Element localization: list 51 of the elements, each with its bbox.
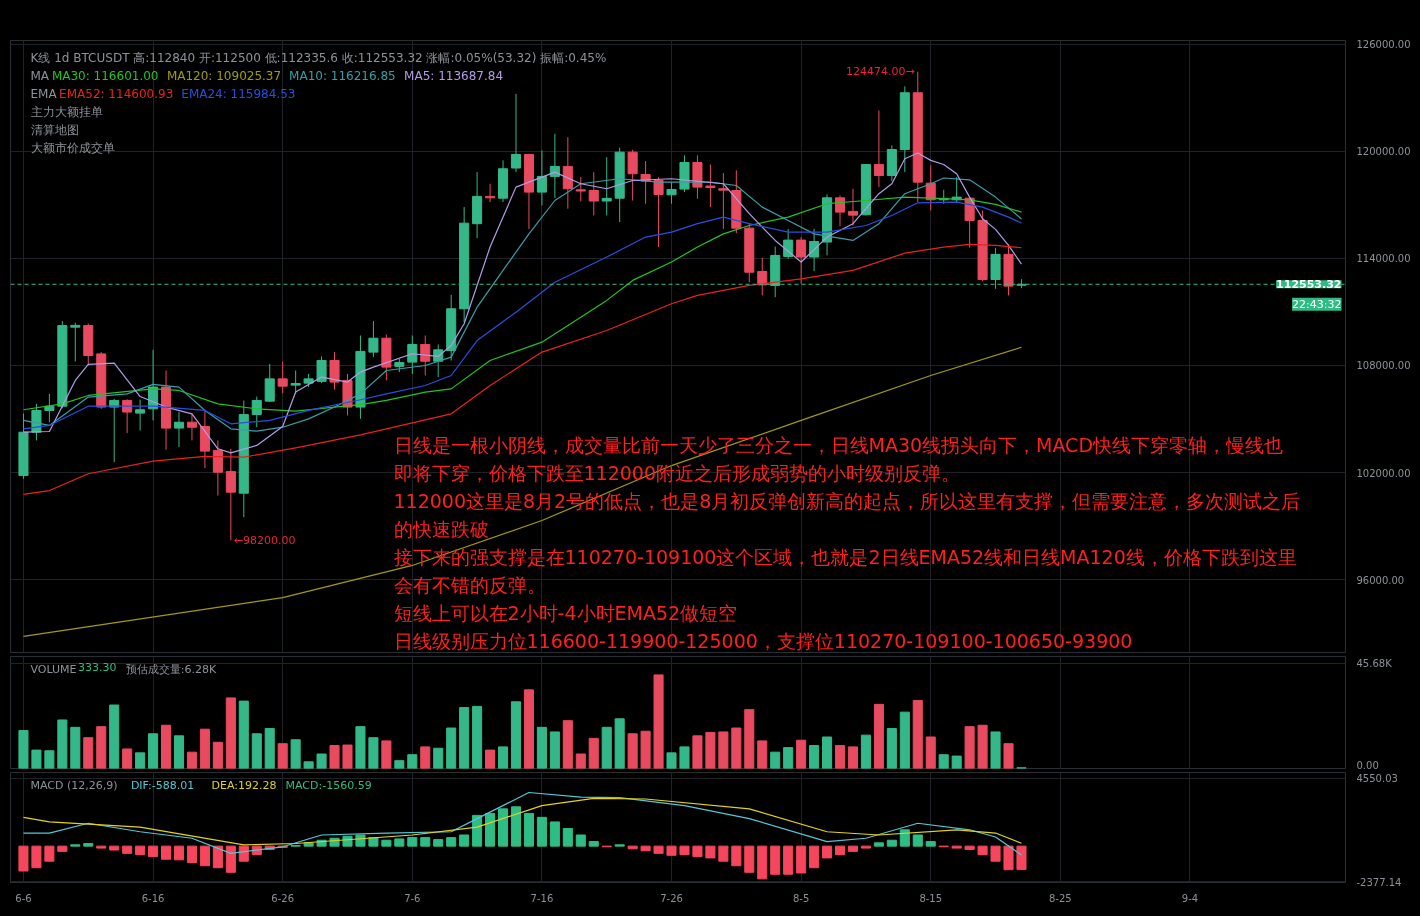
- text: MACD:-1560.59: [285, 778, 372, 792]
- y-tick-label: 108000.00: [1356, 360, 1411, 372]
- x-tick-label: 9-4: [1181, 892, 1199, 904]
- y-tick-label: 102000.00: [1356, 467, 1411, 479]
- y-tick-label: -2377.14: [1356, 876, 1402, 888]
- annotation: ←98200.00: [233, 533, 296, 547]
- text: MA30: 116601.00: [51, 68, 159, 83]
- x-tick-label: 8-25: [1049, 892, 1072, 904]
- x-tick-label: 6-16: [141, 892, 165, 904]
- annotation: 主力大额挂单: [30, 104, 103, 119]
- annotation: 即将下穿，价格下跌至112000附近之后形成弱势的小时级别反弹。: [393, 461, 961, 484]
- ref-line-label: 112553.32: [1276, 278, 1342, 292]
- annotation: 22:43:32: [1292, 297, 1342, 311]
- y-tick-label: 114000.00: [1356, 253, 1411, 265]
- annotation: 接下来的强支撑是在110270-109100这个区域，也就是2日线EMA52线和日线MA120线，价格下跌到这里: [393, 545, 1297, 568]
- y-tick-label: 120000.00: [1356, 146, 1411, 158]
- text: MA120: 109025.37: [166, 68, 282, 83]
- y-tick-label: 4550.03: [1356, 773, 1398, 785]
- text: EMA24: 115984.53: [181, 86, 296, 101]
- x-tick-label: 8-5: [792, 892, 810, 904]
- annotation: MA: [30, 68, 50, 83]
- x-tick-label: 6-26: [271, 892, 295, 904]
- x-tick-label: 7-16: [530, 892, 554, 904]
- annotation: 日线是一根小阴线，成交量比前一天少了三分之一，日线MA30线拐头向下，MACD快线下穿零轴，慢线也: [393, 433, 1284, 456]
- annotation: 日线级别压力位116600-119900-125000，支撑位110270-109100-100650-93900: [393, 629, 1133, 652]
- annotation: 清算地图: [30, 122, 79, 137]
- text: MA10: 116216.85: [289, 68, 396, 83]
- annotation: 的快速跌破: [393, 517, 489, 540]
- text: MACD (12,26,9): [30, 778, 118, 792]
- text: DEA:192.28: [211, 778, 277, 792]
- annotation: 大额市价成交单: [30, 140, 115, 155]
- y-tick-label: 96000.00: [1356, 574, 1405, 586]
- y-tick-label: 45.68K: [1356, 657, 1393, 669]
- annotation: EMA: [30, 86, 58, 101]
- annotation: 会有不错的反弹。: [393, 573, 546, 596]
- annotation: 333.30: [78, 660, 117, 674]
- y-tick-label: 0.00: [1356, 759, 1379, 771]
- x-tick-label: 8-15: [919, 892, 943, 904]
- x-tick-label: 6-6: [15, 892, 32, 904]
- annotation: 预估成交量:6.28K: [125, 662, 217, 676]
- annotation: K线 1d BTCUSDT 高:112840 开:112500 低:112335.6 收:112553.32 涨幅:0.05%(53.32) 振幅:0.45%: [30, 50, 607, 65]
- annotation: 112000这里是8月2号的低点，也是8月初反弹创新高的起点，所以这里有支撑，但需要注意，多次测试之后: [393, 489, 1301, 512]
- text: DIF:-588.01: [130, 778, 195, 792]
- text: MA5: 113687.84: [404, 68, 504, 83]
- annotation: 124474.00→: [846, 65, 915, 79]
- text: VOLUME: [30, 662, 77, 676]
- y-tick-label: 126000.00: [1356, 39, 1411, 51]
- annotation: 短线上可以在2小时-4小时EMA52做短空: [393, 601, 738, 624]
- text: EMA52: 114600.93: [59, 86, 174, 101]
- x-tick-label: 7-26: [660, 892, 683, 904]
- x-tick-label: 7-6: [404, 892, 421, 904]
